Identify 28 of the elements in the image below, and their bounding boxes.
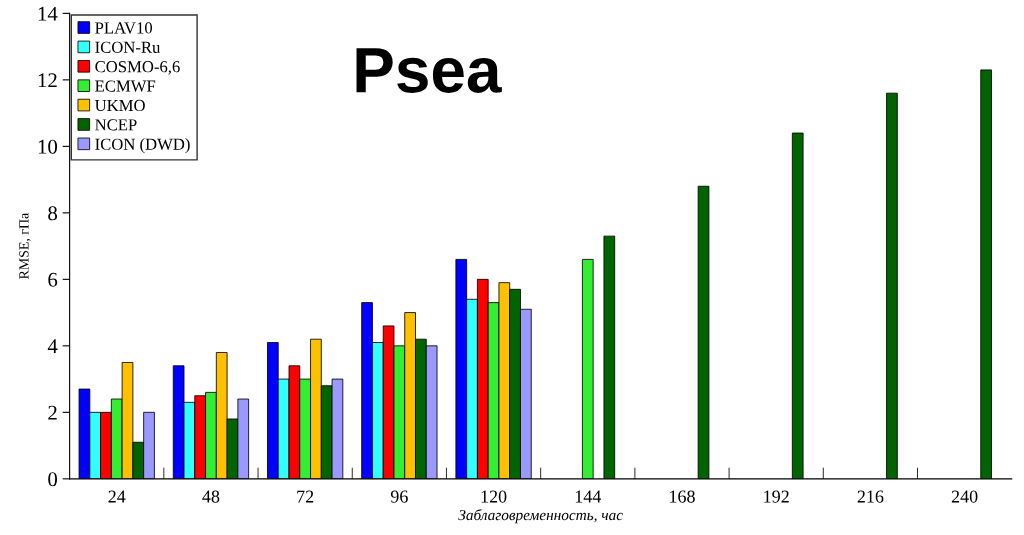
legend-label: PLAV10 bbox=[95, 22, 153, 34]
legend-label: ECMWF bbox=[95, 80, 156, 92]
x-tick-label: 96 bbox=[390, 490, 408, 503]
x-tick-label: 144 bbox=[575, 490, 602, 503]
x-tick-label: 216 bbox=[857, 490, 884, 503]
legend-label: NCEP bbox=[95, 119, 137, 131]
y-tick-label: 12 bbox=[38, 73, 57, 88]
legend-label: ICON-Ru bbox=[95, 41, 161, 53]
y-tick-label: 6 bbox=[48, 272, 58, 287]
y-tick-label: 14 bbox=[38, 6, 58, 21]
x-tick-label: 120 bbox=[481, 490, 507, 503]
legend-label: COSMO-6,6 bbox=[95, 61, 180, 75]
y-tick-label: 2 bbox=[48, 405, 57, 420]
y-tick-label: 4 bbox=[47, 339, 58, 354]
y-tick-label: 10 bbox=[38, 139, 58, 154]
x-tick-label: 240 bbox=[951, 490, 978, 503]
x-tick-label: 168 bbox=[670, 490, 695, 503]
x-tick-label: 72 bbox=[297, 490, 314, 503]
x-tick-label: 192 bbox=[764, 490, 789, 503]
x-tick-label: 24 bbox=[108, 490, 126, 503]
y-tick-label: 8 bbox=[48, 206, 58, 221]
chart-title: Psea bbox=[356, 48, 502, 93]
x-axis-title: Заблаговременность, час bbox=[458, 509, 623, 524]
x-tick-label: 48 bbox=[202, 490, 220, 503]
y-axis-title: RMSE, гПа bbox=[19, 212, 31, 280]
legend-label: ICON (DWD) bbox=[95, 138, 190, 154]
legend-label: UKMO bbox=[94, 99, 145, 112]
y-tick-label: 0 bbox=[48, 472, 58, 487]
